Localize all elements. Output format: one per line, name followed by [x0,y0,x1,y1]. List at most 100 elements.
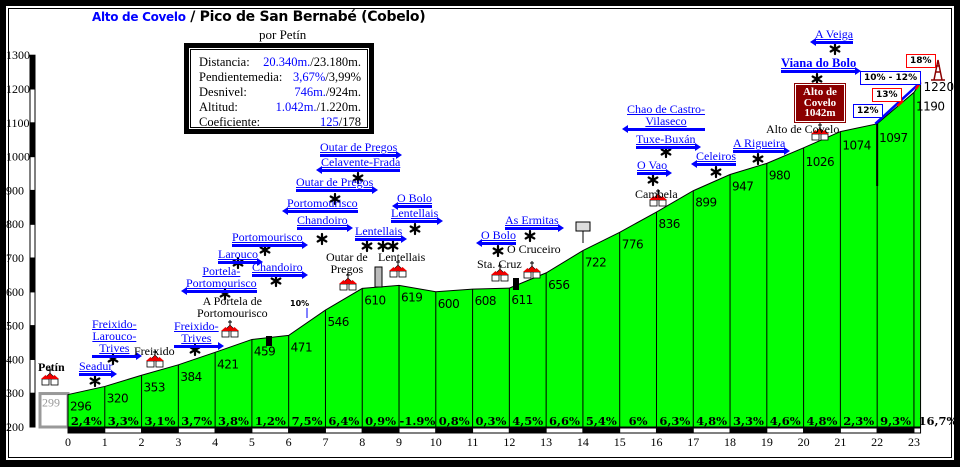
route-name: Celavente-Frada [321,155,401,169]
info-value-total: /3,99% [325,70,361,84]
altitude-label: 899 [695,196,716,210]
summit-box: Alto de Covelo 1042m [794,83,846,123]
y-axis-segment [29,291,36,327]
y-axis-segment [29,223,36,259]
gradient-label: 2,3% [843,414,874,428]
arrow-right-icon [637,169,673,177]
junction-star-icon [752,152,764,166]
scale-bar-segment [803,427,841,434]
route-direction-label: Viana do Bolo [781,57,862,75]
place-label: Cambela [635,187,678,201]
arrow-right-icon [218,258,263,266]
scale-bar-segment [876,427,915,434]
arrow-left-icon [315,166,401,174]
route-name: Lentellais [391,206,439,220]
scale-bar-segment [251,427,290,434]
steep-section-13pct [896,99,904,107]
route-name: Larouco [218,247,258,261]
route-direction-label: Outar de Pregos [320,141,403,159]
y-axis-segment [29,358,36,394]
arrow-right-icon [92,352,142,360]
chart-title: Alto de Covelo / Pico de San Bernabé (Co… [92,9,426,26]
arrow-left-icon [282,207,358,215]
gradient-label: 4,8% [696,414,727,428]
tunnel-icon [266,336,272,346]
y-tick-label: 200 [6,420,24,434]
info-row: Altitud: 1.042m./1.220m. [199,100,361,115]
x-tick-label: 13 [540,435,552,449]
arrow-right-icon [297,224,353,232]
route-direction-label: Freixido- Trives [174,320,224,350]
altitude-label: 384 [180,370,201,384]
scale-bar-segment [582,427,621,434]
arrow-left-icon [622,125,705,133]
route-name: A Veiga [815,27,854,41]
route-direction-label: Chandoiro [252,260,308,279]
altitude-label: 611 [511,293,532,307]
scale-bar-segment [104,427,143,434]
gradient-label: 6% [629,414,648,428]
gradient-label: 6,4% [328,414,359,428]
antenna-icon [931,59,945,81]
tunnel-icon [513,278,519,290]
junction-star-icon [329,192,341,206]
altitude-label: 353 [144,380,165,394]
altitude-label: 836 [658,217,679,231]
title-start: Alto de Covelo [92,10,186,24]
route-direction-label: Celeiros [691,149,736,168]
info-value-climb: 20.340m. [263,55,311,69]
x-tick-label: 15 [614,435,626,449]
author: por Petín [259,27,307,42]
gradient-label: 16,7% [918,414,957,428]
arrow-right-icon [174,342,224,350]
info-value-total: /924m. [325,85,361,99]
gradient-label: 4,5% [512,414,543,428]
junction-star-icon [377,239,389,253]
x-tick-label: 2 [139,435,145,449]
junction-star-icon [409,222,421,236]
route-name: Seadur [79,359,113,373]
scale-bar-segment [288,427,326,434]
info-label: Coeficiente: [199,115,261,129]
summit-altitude-label: 1220 [924,80,955,94]
x-tick-label: 5 [249,435,255,449]
route-name: A Rigueira [733,136,786,150]
profile-area [67,80,922,428]
route-name: Chandoiro [252,260,303,274]
y-tick-label: 800 [6,217,24,231]
gradient-label: 4,6% [770,414,801,428]
gradient-label: 6,3% [659,414,690,428]
info-value-total: /23.180m. [310,55,361,69]
route-direction-label: Portomourisco [282,197,358,215]
title-separator: / [185,9,200,25]
x-tick-label: 4 [212,435,218,449]
gradient-label: 4,8% [807,414,838,428]
x-tick-label: 21 [834,435,846,449]
y-axis-segment [29,54,36,90]
junction-star-icon [710,165,722,179]
x-tick-label: 9 [396,435,402,449]
scale-bar-segment [913,427,922,434]
junction-star-icon [492,244,504,258]
junction-star-icon [352,171,364,185]
route-name: Celeiros [696,149,736,163]
gradient-label: 1,2% [255,414,286,428]
y-tick-label: 1000 [6,150,30,164]
x-tick-label: 19 [761,435,773,449]
route-direction-label: Outar de Pregos [296,176,379,194]
slope-note-box: 18% [906,54,936,68]
scale-bar-segment [729,427,768,434]
scale-bar-segment [214,427,253,434]
x-tick-label: 11 [467,435,479,449]
route-name: O Bolo [397,191,433,205]
arrow-right-icon [232,241,308,249]
altitude-label: 776 [622,237,643,251]
y-tick-label: 900 [6,183,24,197]
gradient-label: 6,6% [549,414,580,428]
title-end: Pico de San Bernabé (Cobelo) [199,9,426,25]
scale-bar-segment [141,427,179,434]
route-direction-label: O Bolo [475,229,517,247]
info-row: Pendientemedia: 3,67%/3,99% [199,70,361,85]
gradient-label: 3,7% [181,414,212,428]
